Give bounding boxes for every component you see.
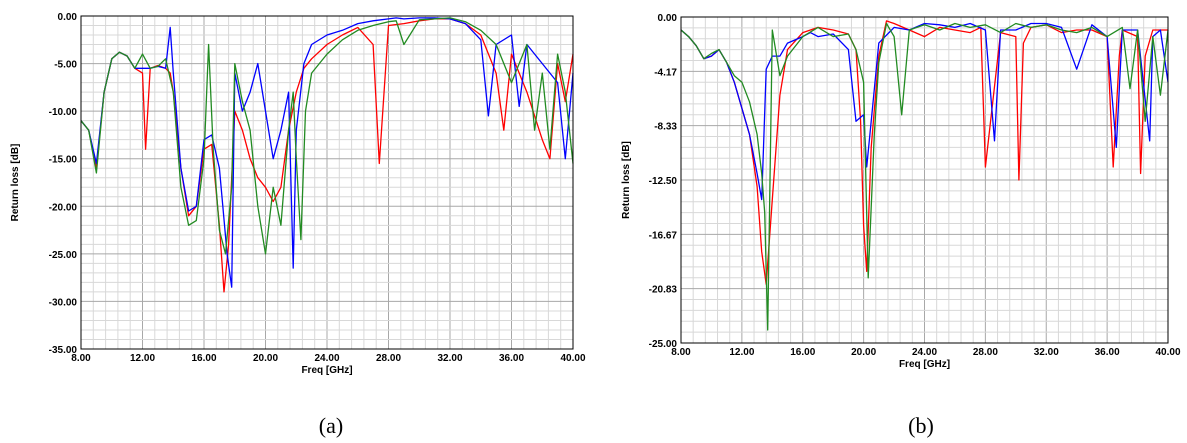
chart-a-series-3-line	[80, 17, 574, 255]
chart-b-gridlines	[681, 17, 1168, 343]
chart-b-y-tick-label: -20.83	[649, 285, 678, 296]
chart-a-y-tick-label: 0.00	[58, 12, 78, 23]
chart-a-y-tick-label: -35.00	[49, 345, 78, 356]
chart-a-x-tick-label: 36.00	[499, 353, 524, 364]
chart-b-x-tick-label: 12.00	[729, 347, 754, 358]
chart-a-y-tick-label: -25.00	[49, 250, 78, 261]
chart-b-x-tick-label: 16.00	[790, 347, 815, 358]
chart-panel-b: 8.00 12.00 16.00 20.00 24.00 28.00 32.00 36.00 4…	[600, 0, 1187, 443]
chart-a-x-tick-label: 8.00	[71, 353, 91, 364]
chart-b-caption: (b)	[908, 413, 934, 438]
chart-a-x-tick-label: 28.00	[376, 353, 401, 364]
chart-b-svg: 8.00 12.00 16.00 20.00 24.00 28.00 32.00 36.00 4…	[621, 13, 1181, 438]
chart-a-x-tick-label: 20.00	[253, 353, 278, 364]
chart-a-frame	[80, 15, 574, 350]
chart-a-svg: 8.00 12.00 16.00 20.00 24.00 28.00 32.00 36.00 4…	[10, 12, 586, 438]
chart-b-x-tick-label: 36.00	[1095, 347, 1120, 358]
chart-b-y-tick-label: -8.33	[654, 122, 677, 133]
chart-a-series-1-line	[80, 18, 574, 293]
chart-b-y-tick-label: -4.17	[654, 67, 677, 78]
chart-b-x-axis-title: Freq [GHz]	[899, 359, 950, 370]
chart-panel-a: 8.00 12.00 16.00 20.00 24.00 28.00 32.00 36.00 4…	[10, 12, 586, 438]
chart-b-y-tick-label: -12.50	[649, 176, 678, 187]
chart-a-y-tick-label: -5.00	[54, 60, 77, 71]
chart-a-x-tick-label: 12.00	[130, 353, 155, 364]
chart-b-y-axis-title: Return loss [dB]	[621, 141, 632, 219]
chart-b-y-tick-label: 0.00	[658, 13, 678, 24]
chart-a-x-tick-label: 40.00	[560, 353, 585, 364]
chart-a-y-tick-label: -20.00	[49, 202, 78, 213]
chart-b-x-tick-label: 40.00	[1155, 347, 1180, 358]
chart-b-frame	[680, 16, 1169, 344]
chart-a-y-axis-title: Return loss [dB]	[10, 144, 21, 222]
chart-b-x-tick-label: 24.00	[912, 347, 937, 358]
chart-a-caption: (a)	[319, 413, 343, 438]
chart-a-x-tick-label: 32.00	[437, 353, 462, 364]
chart-a-y-tick-label: -10.00	[49, 107, 78, 118]
chart-b-series-3-line	[680, 22, 1169, 331]
chart-b-x-tick-label: 32.00	[1034, 347, 1059, 358]
chart-a-x-tick-label: 24.00	[314, 353, 339, 364]
chart-a-y-tick-label: -30.00	[49, 297, 78, 308]
chart-b-x-tick-label: 8.00	[671, 347, 691, 358]
chart-b-x-tick-label: 20.00	[851, 347, 876, 358]
chart-a-y-tick-label: -15.00	[49, 155, 78, 166]
chart-b-y-tick-label: -25.00	[649, 339, 678, 350]
chart-a-x-axis-title: Freq [GHz]	[301, 365, 352, 376]
chart-b-series-2-line	[680, 22, 1169, 201]
chart-b-x-tick-label: 28.00	[973, 347, 998, 358]
chart-b-y-tick-label: -16.67	[649, 230, 678, 241]
chart-a-x-tick-label: 16.00	[191, 353, 216, 364]
